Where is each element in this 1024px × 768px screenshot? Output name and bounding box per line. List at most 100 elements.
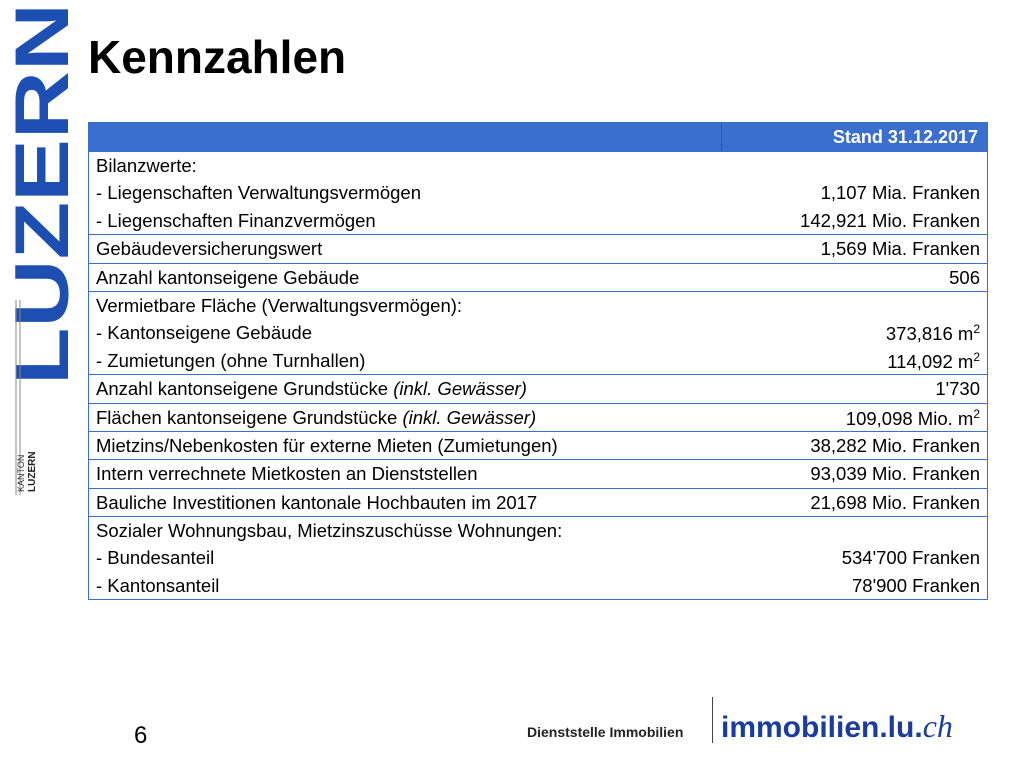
label: - Zumietungen (ohne Turnhallen) [96,349,366,371]
value: 114,092 m [887,350,974,372]
cell-right: 1'730 [935,378,980,400]
table-line: - Kantonsanteil 78'900 Franken [89,572,987,599]
table-line: Sozialer Wohnungsbau, Mietzinszuschüsse … [89,517,987,544]
table-line: Flächen kantonseigene Grundstücke (inkl.… [89,404,987,431]
table-row: Bilanzwerte: - Liegenschaften Verwaltungs… [89,151,987,234]
label: Intern verrechnete Mietkosten an Diensts… [96,463,478,485]
table-header: Stand 31.12.2017 [89,123,987,151]
label: - Liegenschaften Verwaltungsvermögen [96,182,421,204]
table-line: Bilanzwerte: [89,152,987,179]
unit-exponent: 2 [973,406,980,421]
label: - Kantonseigene Gebäude [96,322,313,344]
value: 1'730 [935,378,980,400]
table-line: Gebäudeversicherungswert 1,569 Mia. Frank… [89,235,987,262]
cell-right: 506 [949,267,980,289]
cell-left: - Zumietungen (ohne Turnhallen) [96,350,365,372]
table-row: Flächen kantonseigene Grundstücke (inkl.… [89,402,987,431]
value: 78'900 Franken [852,574,980,596]
table-row: Bauliche Investitionen kantonale Hochbau… [89,487,987,516]
cell-left: - Liegenschaften Verwaltungsvermögen [96,182,421,204]
cell-left: - Bundesanteil [96,547,214,569]
value: 506 [949,266,980,288]
table-row: Anzahl kantonseigene Grundstücke (inkl. … [89,374,987,402]
site: immobilien.lu.ch [721,708,953,745]
logo-small: KANTON [16,455,26,492]
table-line: Vermietbare Fläche (Verwaltungsvermögen)… [89,292,987,319]
cell-left: Vermietbare Fläche (Verwaltungsvermögen)… [96,295,462,317]
table-row: Anzahl kantonseigene Gebäude 506 [89,262,987,291]
cell-right: 1,107 Mia. Franken [821,182,980,204]
label: Anzahl kantonseigene Gebäude [96,266,360,288]
table-row: Vermietbare Fläche (Verwaltungsvermögen)… [89,290,987,374]
cell-right: 109,098 Mio. m2 [846,407,980,430]
unit-exponent: 2 [973,349,980,364]
label: - Bundesanteil [96,547,215,569]
label: Sozialer Wohnungsbau, Mietzinszuschüsse … [96,520,563,542]
label: Gebäudeversicherungswert [96,238,323,260]
cell-right: 142,921 Mio. Franken [800,210,980,232]
title: Kennzahlen [88,31,347,83]
table-line: Anzahl kantonseigene Gebäude 506 [89,264,987,291]
site-main: immobilien.lu. [721,711,923,744]
unit-exponent: 2 [973,322,980,337]
cell-left: Flächen kantonseigene Grundstücke (inkl.… [96,407,536,429]
cell-right: 1,569 Mia. Franken [821,238,980,260]
cell-right: 38,282 Mio. Franken [810,435,980,457]
label-italic: (inkl. Gewässer) [393,378,527,400]
cell-left: Bilanzwerte: [96,155,197,177]
table-row: Intern verrechnete Mietkosten an Diensts… [89,459,987,487]
value: 1,107 Mia. Franken [820,182,980,204]
label: - Kantonsanteil [96,574,220,596]
label: Anzahl kantonseigene Grundstücke [96,378,394,400]
value: 534'700 Franken [841,547,980,569]
value: 38,282 Mio. Franken [810,434,980,456]
table: Stand 31.12.2017 Bilanzwerte: - Liegensch… [88,122,988,601]
value: 21,698 Mio. Franken [810,491,980,513]
value: 93,039 Mio. Franken [810,463,980,485]
cell-left: - Kantonseigene Gebäude [96,322,312,344]
cell-left: Mietzins/Nebenkosten für externe Mieten … [96,435,558,457]
logo-text: LUZERN [0,3,80,385]
label: Bilanzwerte: [96,155,197,176]
cell-left: - Kantonsanteil [96,575,219,597]
cell-left: Sozialer Wohnungsbau, Mietzinszuschüsse … [96,520,562,542]
table-line: - Liegenschaften Finanzvermögen 142,921 M… [89,207,987,234]
cell-left: Anzahl kantonseigene Gebäude [96,267,359,289]
value: 1,569 Mia. Franken [820,238,980,260]
label: - Liegenschaften Finanzvermögen [96,209,376,231]
label: Vermietbare Fläche (Verwaltungsvermögen)… [96,294,463,316]
cell-left: Gebäudeversicherungswert [96,238,322,260]
heading: Stand 31.12.2017 [832,127,978,147]
table-line: - Kantonseigene Gebäude 373,816 m2 [89,319,987,346]
cell-right: 534'700 Franken [842,547,980,569]
site-tld: ch [922,708,953,744]
label: Bauliche Investitionen kantonale Hochbau… [96,491,538,513]
separator [712,697,713,743]
table-line: - Zumietungen (ohne Turnhallen) 114,092 m… [89,347,987,374]
cell-left: Bauliche Investitionen kantonale Hochbau… [96,492,537,514]
cell-right: 93,039 Mio. Franken [810,463,980,485]
label: Flächen kantonseigene Grundstücke [96,406,403,428]
table-line: Intern verrechnete Mietkosten an Diensts… [89,460,987,487]
cell-right: 373,816 m2 [886,322,980,345]
logo: LUZERN KANTON LUZERN [0,3,80,495]
cell-left: - Liegenschaften Finanzvermögen [96,210,376,232]
table-line: - Liegenschaften Verwaltungsvermögen 1,10… [89,179,987,206]
cell-left: Intern verrechnete Mietkosten an Diensts… [96,463,478,485]
table-row: Sozialer Wohnungsbau, Mietzinszuschüsse … [89,516,987,599]
table-line: Bauliche Investitionen kantonale Hochbau… [89,489,987,516]
table-row: Gebäudeversicherungswert 1,569 Mia. Frank… [89,234,987,262]
table-line: - Bundesanteil 534'700 Franken [89,544,987,571]
cell-right: 21,698 Mio. Franken [810,492,980,514]
label-italic: (inkl. Gewässer) [402,406,537,428]
cell-right: 78'900 Franken [852,575,980,597]
department: Dienststelle Immobilien [527,724,684,740]
page-number: 6 [134,722,148,749]
table-row: Mietzins/Nebenkosten für externe Mieten … [89,430,987,459]
divider [721,123,722,151]
value: 109,098 Mio. m [845,407,974,429]
label: Mietzins/Nebenkosten für externe Mieten … [96,434,558,456]
logo-small: LUZERN [27,451,38,492]
value: 142,921 Mio. Franken [800,209,980,231]
